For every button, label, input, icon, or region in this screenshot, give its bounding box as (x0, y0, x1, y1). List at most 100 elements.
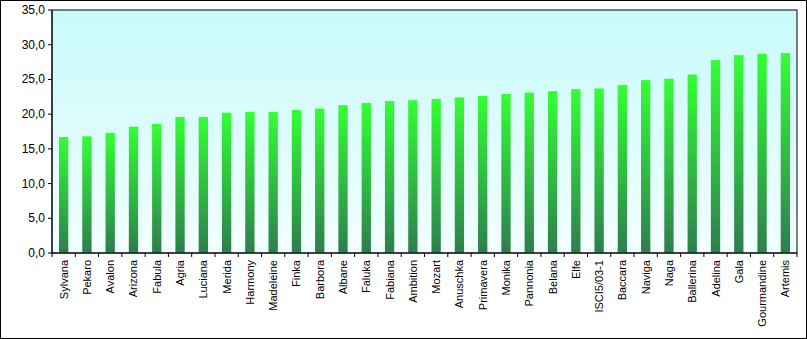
bar (711, 60, 720, 253)
bar (129, 127, 138, 253)
x-tick-label: Faluka (360, 259, 372, 293)
x-tick-label: Harmony (244, 260, 256, 305)
x-tick (331, 253, 332, 257)
bar (618, 85, 627, 253)
bar (594, 88, 603, 253)
x-tick-label: Primavera (477, 259, 489, 310)
x-tick (773, 253, 774, 257)
x-tick (354, 253, 355, 257)
bar (664, 79, 673, 253)
x-tick-label: Finka (290, 259, 302, 287)
x-tick-label: Pekaro (81, 260, 93, 295)
bar (315, 109, 324, 253)
x-tick-label: Merida (221, 259, 233, 294)
y-tick (48, 79, 52, 80)
x-tick-label: Avalon (104, 260, 116, 293)
bar (385, 101, 394, 253)
x-tick (447, 253, 448, 257)
bar (292, 110, 301, 253)
bar (571, 89, 580, 253)
bar (525, 93, 534, 253)
x-tick-label: Agria (174, 259, 186, 286)
bar (641, 80, 650, 253)
bar (245, 112, 254, 253)
x-tick (261, 253, 262, 257)
y-tick (48, 114, 52, 115)
x-tick-label: Belana (547, 259, 559, 294)
y-tick (48, 183, 52, 184)
x-tick (610, 253, 611, 257)
bar (269, 112, 278, 253)
bar (199, 117, 208, 253)
y-tick (48, 44, 52, 45)
bar (501, 94, 510, 253)
x-tick (634, 253, 635, 257)
bar (548, 91, 557, 253)
bar (431, 99, 440, 253)
x-tick (797, 253, 798, 257)
bar (734, 55, 743, 253)
x-tick (191, 253, 192, 257)
x-tick (471, 253, 472, 257)
x-tick-label: Naviga (640, 259, 652, 294)
y-tick-label: 30,0 (22, 38, 46, 52)
x-tick (657, 253, 658, 257)
x-tick-label: Fabula (151, 259, 163, 294)
x-tick (377, 253, 378, 257)
x-tick (517, 253, 518, 257)
bar (152, 124, 161, 253)
x-tick (564, 253, 565, 257)
x-tick-label: Baccara (616, 259, 628, 300)
x-tick (238, 253, 239, 257)
y-axis (52, 10, 53, 253)
x-tick-label: Naga (663, 259, 675, 286)
bar (757, 54, 766, 253)
x-tick-label: Sylvana (58, 259, 70, 299)
x-tick (284, 253, 285, 257)
y-tick-label: 25,0 (22, 72, 46, 86)
y-tick (48, 148, 52, 149)
bar (688, 75, 697, 253)
x-tick-label: Ambition (407, 260, 419, 303)
bar (781, 53, 790, 253)
y-tick-label: 10,0 (22, 177, 46, 191)
x-tick-label: Adelina (710, 259, 722, 297)
x-tick (540, 253, 541, 257)
x-tick-label: Artemis (779, 260, 791, 298)
x-tick (680, 253, 681, 257)
x-tick (168, 253, 169, 257)
y-tick-label: 20,0 (22, 107, 46, 121)
x-tick (703, 253, 704, 257)
x-tick-label: Albane (337, 260, 349, 294)
bar (455, 97, 464, 253)
bar (82, 136, 91, 253)
x-tick (727, 253, 728, 257)
x-tick (75, 253, 76, 257)
bar (175, 117, 184, 253)
x-tick-label: Anuschka (453, 259, 465, 308)
x-tick (494, 253, 495, 257)
x-tick-label: Madeleine (267, 260, 279, 311)
x-tick-label: Arizona (127, 259, 139, 297)
x-tick (750, 253, 751, 257)
x-tick-label: ISCI5/03-1 (593, 260, 605, 313)
x-tick-label: Elfe (570, 260, 582, 279)
x-tick-label: Ballerina (686, 259, 698, 303)
bars (59, 53, 790, 253)
bar (362, 103, 371, 253)
x-tick (214, 253, 215, 257)
chart: 0,05,010,015,020,025,030,035,0SylvanaPek… (0, 0, 807, 339)
bar (408, 100, 417, 253)
x-tick (98, 253, 99, 257)
x-tick-label: Monika (500, 259, 512, 295)
y-tick-label: 0,0 (28, 246, 45, 260)
x-tick-label: Barbora (314, 259, 326, 299)
bar (338, 105, 347, 253)
bar (106, 133, 115, 253)
plot-area (52, 10, 797, 253)
bar (478, 96, 487, 253)
y-tick-label: 15,0 (22, 142, 46, 156)
x-tick-label: Luciana (197, 259, 209, 298)
x-tick-label: Mozart (430, 260, 442, 294)
x-tick-label: Gourmandine (756, 260, 768, 327)
